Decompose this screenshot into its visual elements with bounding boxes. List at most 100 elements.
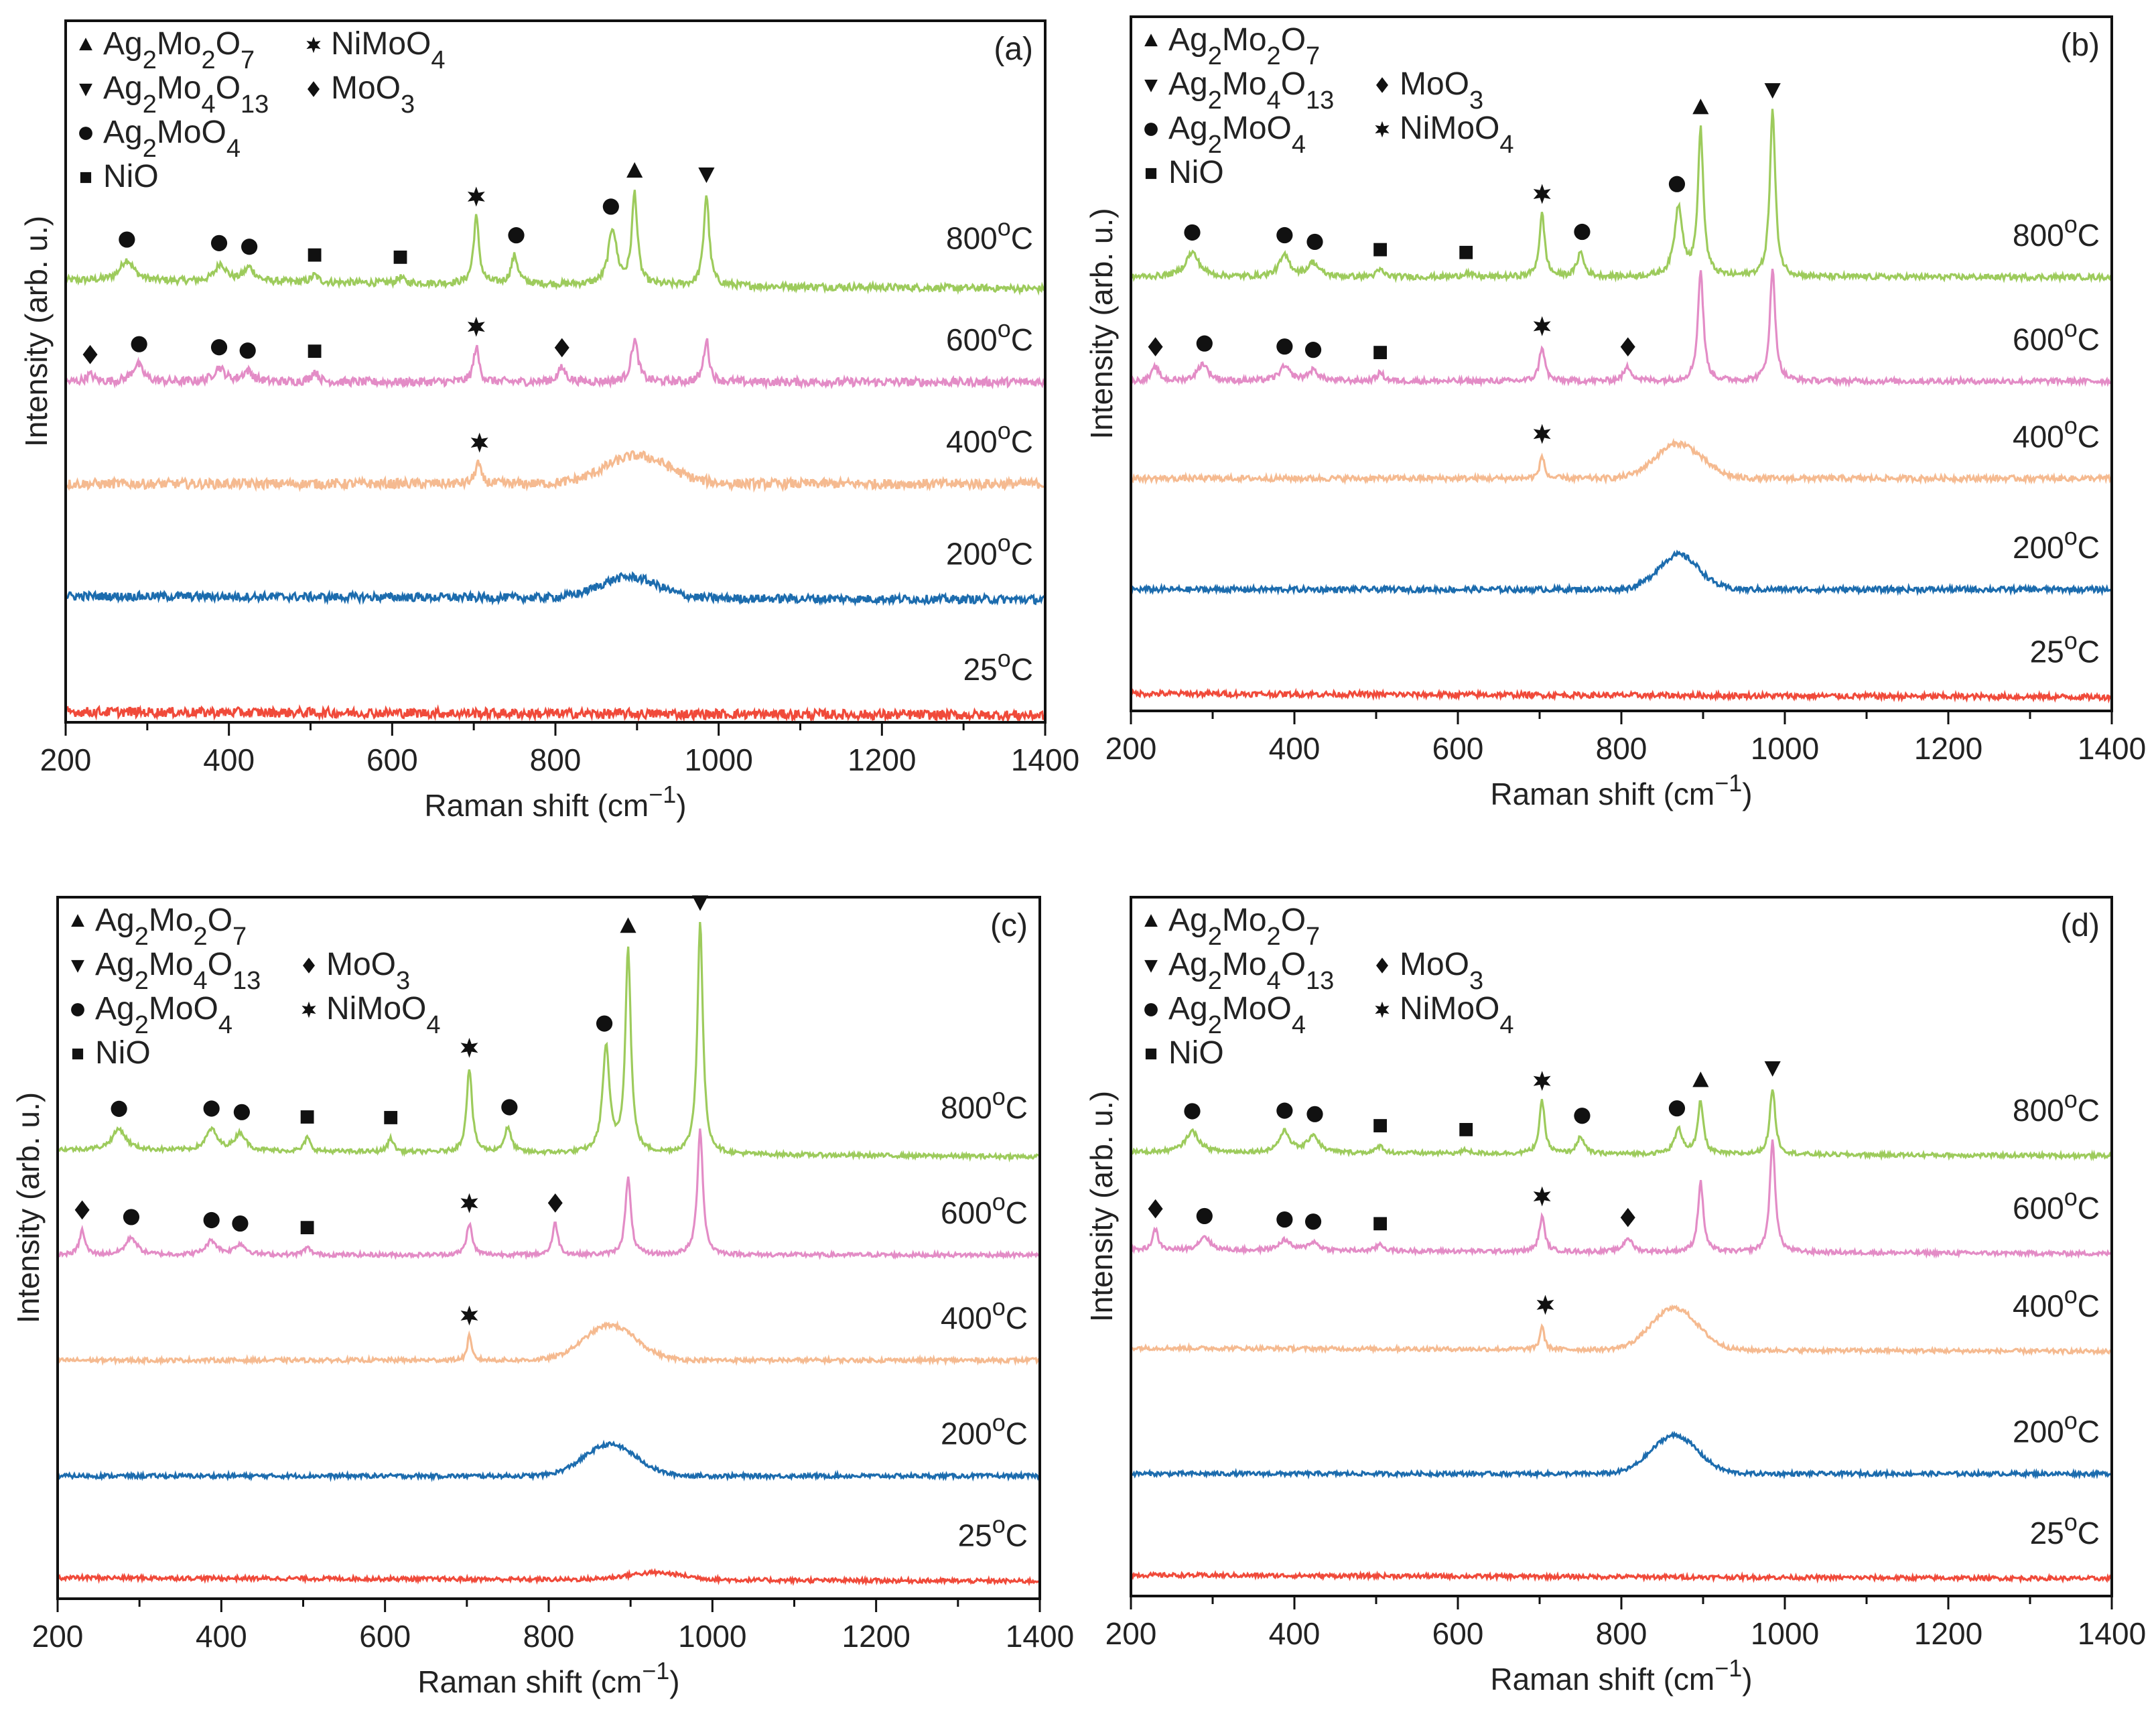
subscript: 4 (1267, 967, 1281, 995)
x-axis-label: Raman shift (cm−1) (417, 1657, 679, 1700)
series-line-25 (56, 1568, 1039, 1587)
unit: C (2078, 1414, 2100, 1449)
formula-part: NiO (103, 159, 159, 194)
subscript: 2 (1208, 1011, 1222, 1039)
peak-marker-square-icon (300, 1110, 314, 1124)
peak-marker-diamond-icon (82, 344, 98, 365)
unit: C (2078, 1191, 2100, 1226)
unit: C (1011, 220, 1033, 255)
legend-triangle-down-icon (71, 959, 84, 973)
series-label-600: 600oC (941, 1187, 1028, 1230)
peak-marker-triangle-up-icon (1692, 1071, 1709, 1087)
peak-marker-star-icon (1533, 423, 1551, 444)
x-tick-label: 1400 (1011, 742, 1079, 777)
subscript: 4 (202, 90, 216, 119)
formula-part: O (1281, 903, 1306, 938)
temperature-value: 25 (2030, 634, 2064, 669)
peak-marker-diamond-icon (1620, 1207, 1635, 1228)
unit: C (2078, 1093, 2100, 1128)
subscript: 2 (135, 1011, 149, 1039)
formula-part: Ag (1168, 111, 1208, 146)
formula-part: Ag (103, 70, 143, 106)
peak-marker-square-icon (1373, 346, 1387, 360)
legend-label: Ag2Mo4O13 (95, 947, 261, 995)
peak-marker-triangle-up-icon (1692, 98, 1709, 115)
subscript: 4 (226, 135, 241, 163)
legend-label: NiO (103, 159, 159, 194)
subscript: 13 (1306, 967, 1334, 995)
temperature-value: 400 (2013, 1288, 2064, 1323)
peak-marker-circle-icon (1276, 226, 1293, 244)
temperature-value: 25 (958, 1518, 992, 1552)
legend-label: Ag2Mo4O13 (1168, 947, 1334, 995)
legend-star-icon (1375, 1001, 1390, 1018)
subscript: 7 (1306, 923, 1320, 951)
x-tick-label: 200 (32, 1619, 84, 1654)
y-axis-label: Intensity (arb. u.) (1084, 208, 1119, 439)
series-line-25 (64, 704, 1046, 724)
x-tick-label: 600 (1432, 1616, 1484, 1651)
peak-marker-star-icon (467, 186, 485, 207)
peak-marker-circle-icon (1668, 1100, 1686, 1117)
x-tick-label: 400 (196, 1619, 247, 1654)
formula-part: O (208, 947, 232, 982)
peak-marker-triangle-down-icon (691, 895, 709, 911)
temperature-value: 400 (941, 1301, 992, 1335)
subscript: 13 (241, 90, 269, 119)
unit: C (2078, 1516, 2100, 1550)
series-line-200 (1130, 549, 2112, 596)
formula-part: Mo (149, 947, 194, 982)
subscript: 2 (1208, 967, 1222, 995)
legend-label: NiMoO4 (1400, 111, 1513, 159)
peak-marker-triangle-down-icon (1764, 1061, 1781, 1077)
subscript: 13 (1306, 86, 1334, 115)
subscript: 2 (1208, 86, 1222, 115)
panel-label: (c) (990, 908, 1028, 943)
x-tick-label: 1000 (1751, 731, 1819, 766)
peak-marker-square-icon (384, 1111, 398, 1124)
peak-marker-circle-icon (501, 1099, 518, 1116)
degree-mark: o (992, 1187, 1006, 1215)
peak-marker-diamond-icon (554, 338, 569, 358)
unit: C (2078, 322, 2100, 356)
series-line-600 (1130, 1139, 2112, 1259)
series-line-25 (1130, 1570, 2112, 1584)
x-tick-label: 800 (523, 1619, 575, 1654)
legend-triangle-down-icon (79, 83, 92, 96)
unit: C (2078, 419, 2100, 454)
x-axis-label-main: Raman shift (cm (417, 1664, 642, 1699)
peak-marker-circle-icon (1668, 176, 1686, 192)
subscript: 3 (401, 90, 415, 119)
peak-marker-star-icon (1536, 1295, 1554, 1315)
degree-mark: o (2064, 1085, 2078, 1112)
subscript: 4 (426, 1011, 440, 1039)
series-label-25: 25oC (958, 1510, 1028, 1553)
peak-marker-square-icon (1459, 1122, 1473, 1136)
formula-part: NiO (95, 1035, 151, 1071)
peak-marker-triangle-up-icon (626, 162, 643, 178)
peak-marker-circle-icon (131, 336, 147, 352)
formula-part: Ag (1168, 991, 1208, 1026)
temperature-value: 200 (941, 1416, 992, 1451)
formula-part: O (1281, 947, 1306, 982)
x-axis-label-exponent: −1 (649, 781, 676, 808)
subscript: 4 (1267, 86, 1281, 115)
peak-marker-star-icon (1533, 316, 1551, 336)
series-line-25 (1130, 687, 2112, 704)
series-line-800 (1130, 109, 2112, 284)
peak-marker-circle-icon (1306, 233, 1323, 251)
temperature-value: 800 (2013, 1093, 2064, 1128)
peak-marker-circle-icon (1306, 1106, 1323, 1122)
x-tick-label: 1000 (678, 1619, 746, 1654)
x-axis-label-end: ) (669, 1664, 679, 1699)
formula-part: MoO (326, 947, 396, 982)
series-label-600: 600oC (946, 315, 1033, 358)
x-tick-label: 1000 (1751, 1616, 1819, 1651)
peak-marker-square-icon (393, 250, 407, 264)
peak-marker-circle-icon (203, 1211, 220, 1229)
subscript: 2 (1208, 131, 1222, 159)
y-axis-label: Intensity (arb. u.) (19, 216, 54, 447)
formula-part: Ag (1168, 903, 1208, 938)
legend-square-icon (72, 1048, 84, 1060)
